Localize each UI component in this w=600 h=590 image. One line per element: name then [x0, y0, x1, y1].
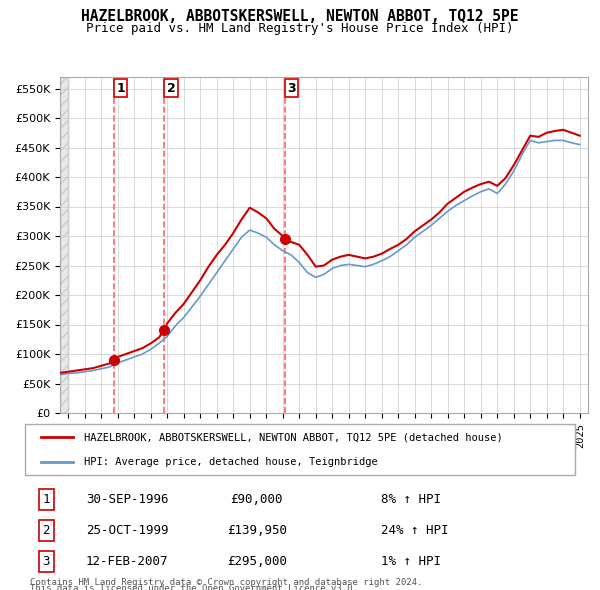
Text: 3: 3: [43, 555, 50, 568]
Text: 2: 2: [43, 524, 50, 537]
Text: 1% ↑ HPI: 1% ↑ HPI: [381, 555, 441, 568]
Text: 3: 3: [287, 82, 296, 95]
Text: 25-OCT-1999: 25-OCT-1999: [86, 524, 169, 537]
Text: 2: 2: [167, 82, 175, 95]
Text: 8% ↑ HPI: 8% ↑ HPI: [381, 493, 441, 506]
Text: £139,950: £139,950: [227, 524, 287, 537]
Text: HPI: Average price, detached house, Teignbridge: HPI: Average price, detached house, Teig…: [84, 457, 378, 467]
Text: Price paid vs. HM Land Registry's House Price Index (HPI): Price paid vs. HM Land Registry's House …: [86, 22, 514, 35]
Bar: [60, 77, 68, 413]
Text: This data is licensed under the Open Government Licence v3.0.: This data is licensed under the Open Gov…: [30, 584, 358, 590]
Text: 1: 1: [116, 82, 125, 95]
Text: 24% ↑ HPI: 24% ↑ HPI: [381, 524, 449, 537]
Text: 1: 1: [43, 493, 50, 506]
Text: Contains HM Land Registry data © Crown copyright and database right 2024.: Contains HM Land Registry data © Crown c…: [30, 578, 422, 587]
Text: HAZELBROOK, ABBOTSKERSWELL, NEWTON ABBOT, TQ12 5PE: HAZELBROOK, ABBOTSKERSWELL, NEWTON ABBOT…: [81, 9, 519, 24]
FancyBboxPatch shape: [25, 424, 575, 476]
Text: HAZELBROOK, ABBOTSKERSWELL, NEWTON ABBOT, TQ12 5PE (detached house): HAZELBROOK, ABBOTSKERSWELL, NEWTON ABBOT…: [84, 432, 503, 442]
Text: £295,000: £295,000: [227, 555, 287, 568]
Text: £90,000: £90,000: [230, 493, 283, 506]
Bar: [60, 77, 68, 413]
Text: 12-FEB-2007: 12-FEB-2007: [86, 555, 169, 568]
Text: 30-SEP-1996: 30-SEP-1996: [86, 493, 169, 506]
